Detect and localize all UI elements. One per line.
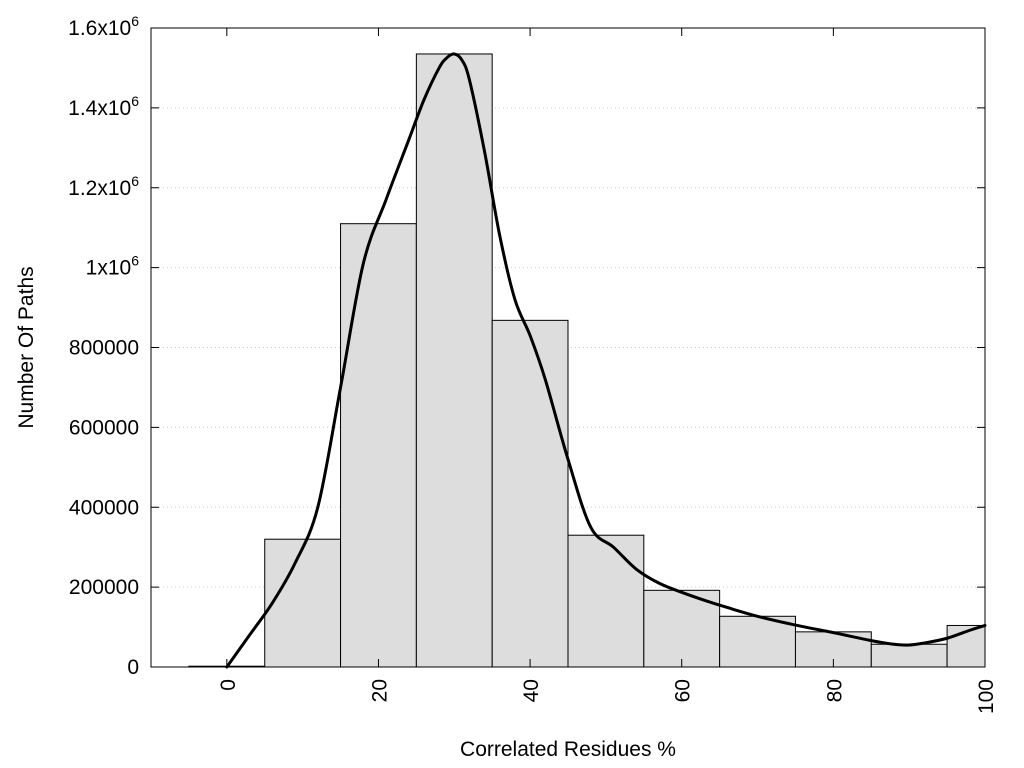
histogram-bar [643,589,721,668]
x-axis-title: Correlated Residues % [460,738,676,761]
y-axis: 0 200000 400000 600000 800000 1x106 1.2x106 1.4… [68,13,985,679]
x-axis: 0 20 40 60 80 100 [217,28,998,714]
y-tick-label: 0 [127,656,139,679]
y-tick-label: 1.6x106 [68,13,139,40]
density-curve-group [225,52,987,669]
y-tick-label: 800000 [69,337,139,360]
y-tick-label: 200000 [69,576,139,599]
histogram-bars [188,53,986,668]
y-tick-label: 1.2x106 [68,173,139,200]
density-curve [225,52,987,669]
histogram-bar [491,319,569,668]
y-tick-label: 1x106 [86,253,140,280]
histogram-bar [567,534,645,668]
histogram-bar [340,223,417,668]
x-tick-label: 80 [823,679,846,702]
y-axis-title: Number Of Paths [15,266,38,428]
histogram-bar [415,53,493,668]
x-tick-label: 0 [217,679,240,691]
x-tick-label: 100 [975,679,998,714]
y-tick-label: 1.4x106 [68,93,139,120]
x-tick-label: 60 [672,679,695,702]
histogram-bar [264,538,342,668]
x-tick-label: 40 [520,679,543,702]
x-tick-label: 20 [368,679,391,702]
y-tick-label: 400000 [69,496,139,519]
y-tick-label: 600000 [69,416,139,439]
histogram-bar [870,643,948,668]
